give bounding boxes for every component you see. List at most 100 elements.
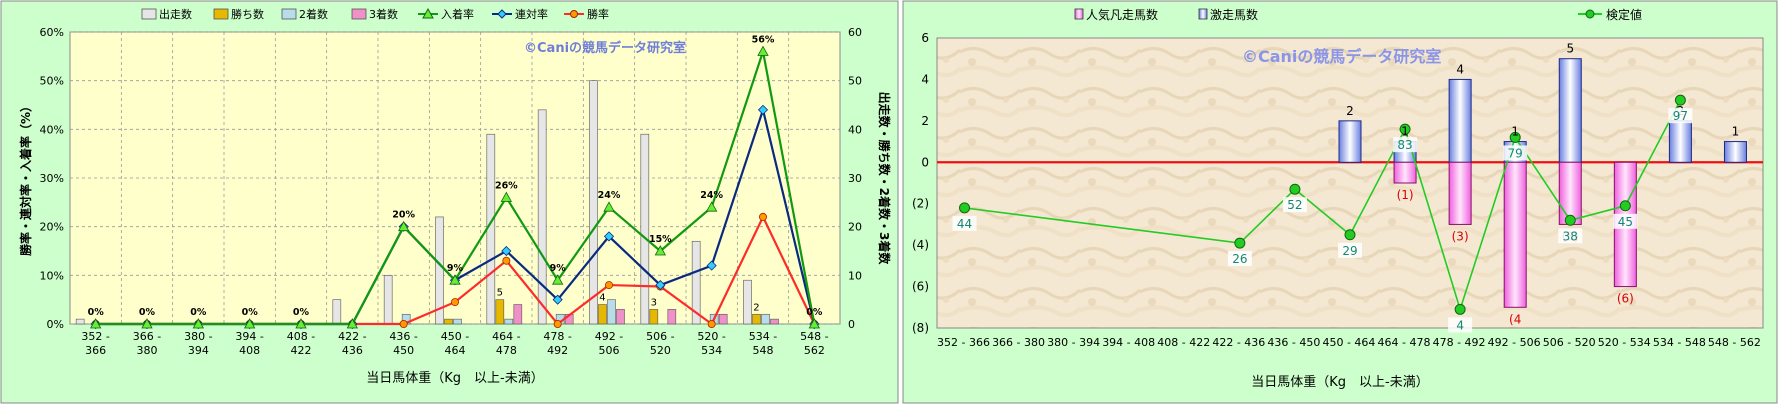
right-y-tick-label: 40: [848, 123, 862, 136]
right-y-tick-label: (2): [912, 197, 929, 211]
right-positive-label: 5: [1566, 42, 1574, 56]
right-test-label-bg: [1448, 317, 1473, 333]
right-marker-test-value: [1509, 131, 1521, 143]
left-y-tick-label: 20%: [40, 221, 64, 234]
left-watermark: ©Caniの競馬データ研究室: [524, 40, 686, 56]
left-marker-quinella-rate: [706, 260, 717, 271]
right-test-label-bg: [952, 215, 977, 231]
left-x-tick-label: 478 -492: [543, 330, 571, 357]
left-x-tick-label: 422 -436: [338, 330, 366, 357]
left-marker-win-rate: [707, 319, 716, 328]
left-marker-quinella-rate: [501, 245, 512, 257]
right-watermark: ©Caniの競馬データ研究室: [1242, 47, 1441, 66]
left-legend-swatch: [351, 8, 367, 20]
right-positive-label: 4: [1456, 62, 1464, 76]
right-test-label: 29: [1342, 244, 1357, 258]
right-test-label-bg: [1558, 228, 1583, 244]
left-marker-win-rate: [450, 298, 459, 307]
left-bar-second: [607, 299, 616, 325]
left-bar-runs: [640, 133, 650, 325]
right-test-label-bg: [1338, 242, 1362, 258]
left-legend-label: 入着率: [441, 7, 474, 21]
left-bar-third: [770, 318, 779, 325]
left-bar-runs: [75, 318, 85, 325]
right-bar-positive: [1723, 141, 1747, 163]
left-marker-place-rate: [295, 318, 307, 329]
left-win-count-label: 5: [497, 288, 503, 299]
left-marker-quinella-rate: [757, 104, 769, 115]
right-test-label: 44: [957, 217, 972, 231]
left-x-tick-label: 548 -562: [800, 330, 828, 357]
left-x-tick-label: 506 -520: [646, 330, 674, 357]
right-y-tick-label: 20: [848, 221, 862, 234]
left-legend-label: 出走数: [159, 7, 192, 21]
right-negative-label: (3): [1452, 229, 1469, 243]
right-x-tick-label: 352 - 366: [937, 336, 990, 349]
left-x-tick-label: 436 -450: [389, 330, 417, 357]
right-legend-swatch: [1198, 8, 1208, 20]
left-bar-runs: [383, 275, 393, 325]
left-marker-place-rate: [141, 318, 153, 329]
right-positive-label: 2: [1346, 104, 1354, 118]
left-marker-quinella-rate: [552, 294, 563, 305]
right-legend: 人気凡走馬数 激走馬数 検定値: [1074, 7, 1642, 22]
left-data-label: 0%: [190, 307, 207, 318]
left-data-label: 0%: [806, 307, 823, 318]
right-y-tick-label: 30: [848, 172, 862, 185]
left-legend-marker: [497, 9, 507, 19]
right-test-label: 4: [1456, 318, 1464, 332]
left-legend-label: 連対率: [515, 7, 548, 21]
right-marker-test-value: [1399, 123, 1411, 135]
right-test-label-bg: [1393, 137, 1418, 153]
left-bar-wins: [495, 299, 505, 325]
left-marker-place-rate: [705, 201, 718, 212]
right-marker-test-value: [1564, 214, 1576, 226]
left-bar-runs: [743, 279, 752, 325]
right-x-tick-label: 478 - 492: [1433, 336, 1486, 349]
left-x-tick-label: 352 -366: [81, 330, 109, 357]
right-marker-test-value: [1344, 229, 1356, 241]
left-bar-runs: [486, 133, 496, 325]
right-x-tick-label: 394 - 408: [1102, 336, 1155, 349]
right-y-tick-label: 2: [921, 114, 929, 128]
right-bar-positive: [1558, 58, 1582, 163]
right-test-label-bg: [1503, 145, 1528, 161]
left-marker-quinella-rate: [603, 231, 615, 242]
right-bar-negative: [1393, 161, 1417, 184]
right-marker-test-value: [959, 202, 971, 214]
left-marker-win-rate: [502, 256, 511, 265]
right-positive-label: 1: [1732, 125, 1740, 139]
left-legend-swatch: [281, 8, 297, 20]
right-x-tick-label: 464 - 478: [1378, 336, 1431, 349]
right-y-tick-label: 10: [848, 269, 862, 282]
left-bar-second: [504, 318, 514, 325]
right-x-tick-label: 492 - 506: [1488, 336, 1541, 349]
right-y-tick-label: (8): [912, 321, 929, 335]
right-negative-label: (6): [1617, 292, 1634, 306]
right-x-tick-label: 548 - 562: [1708, 336, 1761, 349]
right-legend-label: 検定値: [1606, 7, 1642, 22]
left-marker-place-rate: [346, 318, 359, 329]
left-marker-place-rate: [192, 318, 205, 329]
right-x-tick-label: 534 - 548: [1653, 336, 1706, 349]
left-x-tick-label: 464 -478: [492, 330, 520, 357]
left-marker-place-rate: [500, 191, 513, 202]
right-bar-positive: [1448, 78, 1472, 163]
left-marker-win-rate: [399, 319, 408, 328]
right-x-tick-label: 450 - 464: [1322, 336, 1375, 349]
right-chart-panel: 2141521(1)(3)(4(3)(6)4426522983479384597…: [902, 0, 1778, 404]
right-legend-label: 人気凡走馬数: [1086, 7, 1158, 22]
left-marker-place-rate: [243, 318, 256, 329]
left-bar-wins: [598, 304, 607, 325]
left-legend-marker: [422, 7, 434, 19]
right-y-tick-label: 0: [921, 155, 929, 169]
right-y-tick-label: (6): [912, 280, 929, 294]
left-bar-runs: [589, 80, 598, 325]
left-y-axis-title: 勝率・連対率・入着率（%）: [18, 100, 33, 256]
right-x-axis-title: 当日馬体重（Kg 以上-未満）: [1251, 374, 1428, 390]
right-positive-label: 1: [1511, 125, 1519, 139]
right-marker-test-value: [1234, 237, 1246, 249]
right-marker-test-value: [1619, 200, 1631, 212]
left-data-label: 20%: [392, 210, 415, 221]
left-marker-win-rate: [605, 281, 614, 290]
